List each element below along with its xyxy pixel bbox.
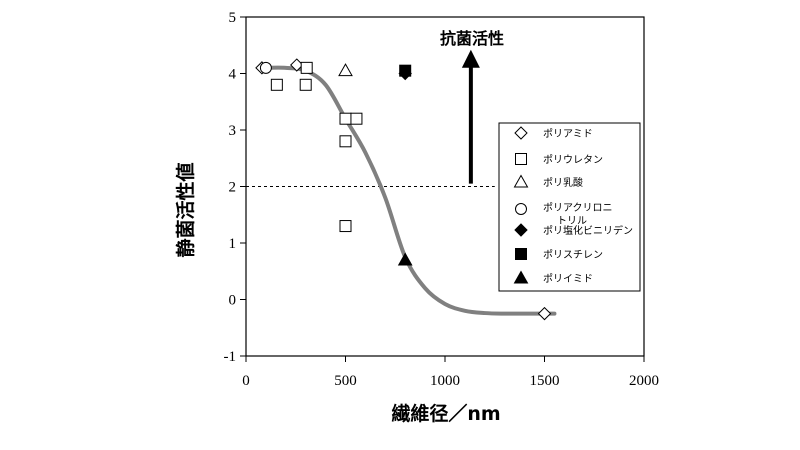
legend-label: ポリアミド: [543, 128, 593, 140]
y-tick-label: 3: [229, 123, 237, 139]
data-point: [339, 220, 352, 233]
y-tick-label: 1: [229, 236, 237, 252]
legend-marker: [513, 174, 529, 188]
legend-label: トリル: [557, 216, 587, 227]
data-point: [339, 135, 352, 148]
axis-labels: -1 0 1 2 3 4 5 0 500 1000 1500 2000: [224, 10, 660, 389]
x-tick-label: 1000: [430, 373, 460, 389]
x-tick-label: 500: [334, 373, 357, 389]
legend-label: ポリウレタン: [543, 154, 603, 166]
data-point: [259, 61, 272, 74]
legend-marker: [513, 270, 529, 284]
legend-marker: [514, 126, 528, 140]
data-point: [299, 78, 312, 91]
annotation-arrow-head: [461, 49, 480, 68]
x-axis-title: 繊維径／nm: [391, 402, 500, 425]
legend-label: ポリアクリロニ: [543, 202, 613, 214]
legend-label: ポリ塩化ビニリデン: [543, 224, 633, 237]
legend-label: ポリ乳酸: [543, 176, 583, 189]
y-tick-label: -1: [224, 349, 237, 365]
annotation-label: 抗菌活性: [440, 29, 504, 48]
data-point: [270, 78, 283, 91]
legend-marker: [515, 248, 527, 260]
annotation: 抗菌活性: [440, 29, 504, 184]
y-tick-label: 5: [229, 10, 237, 26]
x-tick-label: 0: [242, 373, 250, 389]
y-tick-label: 2: [229, 180, 237, 196]
data-point: [537, 306, 552, 321]
chart-marks: [255, 58, 552, 321]
data-point: [339, 112, 352, 125]
y-tick-label: 0: [229, 293, 237, 309]
data-point: [397, 252, 413, 266]
data-point: [350, 112, 363, 125]
y-axis-title: 静菌活性値: [174, 162, 197, 257]
legend-marker: [515, 153, 527, 165]
y-tick-label: 4: [229, 67, 237, 83]
x-tick-label: 1500: [530, 373, 560, 389]
data-point: [338, 63, 353, 77]
legend-marker: [515, 203, 527, 215]
legend-label: ポリスチレン: [543, 249, 603, 261]
legend-marker: [514, 223, 528, 237]
data-point: [399, 64, 412, 77]
data-point: [300, 61, 313, 74]
x-tick-label: 2000: [629, 373, 659, 389]
legend-label: ポリイミド: [543, 273, 593, 285]
legend: ポリアミドポリウレタンポリ乳酸ポリアクリロニトリルポリ塩化ビニリデンポリスチレン…: [498, 122, 641, 292]
